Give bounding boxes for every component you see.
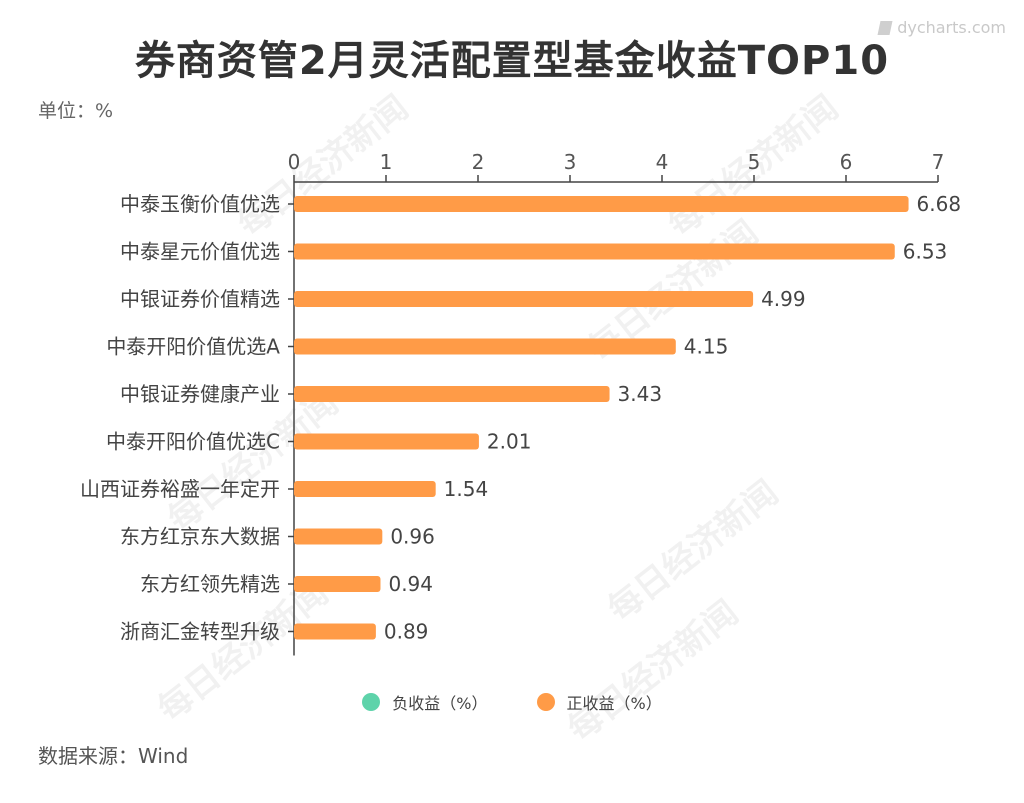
- bars-layer: 6.68 6.53 4.99 4.15 3.43 2.01 1.54 0.96 0.94 0.89: [294, 192, 961, 644]
- category-label: 中泰开阳价值优选C: [106, 430, 280, 454]
- data-label: 3.43: [618, 382, 663, 406]
- legend: 负收益（%） 正收益（%）: [0, 690, 1024, 715]
- category-label: 东方红领先精选: [140, 572, 280, 596]
- category-label: 中银证券健康产业: [120, 382, 280, 406]
- bar: [294, 243, 895, 260]
- x-tick-label: 1: [380, 150, 393, 174]
- brand-text: dycharts.com: [897, 18, 1006, 37]
- bar: [294, 433, 479, 450]
- legend-dot-positive: [536, 693, 555, 711]
- x-tick-label: 5: [748, 150, 761, 174]
- watermark-text: 每日经济新闻: [161, 383, 346, 540]
- chart-title: 券商资管2月灵活配置型基金收益TOP10: [134, 38, 890, 84]
- x-tick-label: 7: [932, 150, 945, 174]
- category-label: 中泰玉衡价值优选: [120, 192, 280, 216]
- x-axis: 0 1 2 3 4 5 6 7 中泰玉衡价值优选中泰星元价值优选中银证券价值精选中泰开阳价值优选…: [80, 150, 944, 656]
- data-label: 4.15: [684, 335, 729, 359]
- brand-watermark: dycharts.com: [877, 18, 1006, 37]
- bar: [294, 291, 754, 307]
- x-tick-label: 0: [288, 150, 301, 174]
- legend-label-positive: 正收益（%）: [566, 694, 662, 713]
- category-label: 中泰星元价值优选: [120, 240, 280, 264]
- category-label: 东方红京东大数据: [120, 525, 280, 549]
- legend-dot-negative: [362, 693, 381, 711]
- data-label: 0.96: [390, 525, 435, 549]
- unit-label: 单位：%: [38, 100, 114, 122]
- data-label: 6.53: [903, 240, 948, 264]
- category-label: 山西证券裕盛一年定开: [80, 477, 280, 501]
- x-tick-label: 6: [840, 150, 853, 174]
- data-label: 0.89: [384, 620, 429, 644]
- x-tick-label: 4: [656, 150, 669, 174]
- x-tick-label: 3: [564, 150, 577, 174]
- data-label: 0.94: [388, 572, 433, 596]
- x-tick-label: 2: [472, 150, 485, 174]
- data-label: 1.54: [444, 477, 489, 501]
- bar: [294, 576, 381, 592]
- data-source: 数据来源：Wind: [38, 744, 189, 768]
- legend-item-positive[interactable]: 正收益（%）: [536, 690, 662, 714]
- category-label: 中泰开阳价值优选A: [106, 335, 280, 359]
- bar: [294, 338, 676, 355]
- bar: [294, 196, 909, 212]
- bar: [294, 386, 610, 402]
- data-label: 2.01: [487, 430, 532, 454]
- legend-item-negative[interactable]: 负收益（%）: [362, 690, 487, 714]
- watermark-text: 每日经济新闻: [601, 473, 786, 630]
- category-label: 中银证券价值精选: [120, 287, 280, 311]
- data-label: 4.99: [761, 287, 806, 311]
- bar: [294, 623, 376, 640]
- category-label: 浙商汇金转型升级: [120, 620, 280, 644]
- watermark-text: 每日经济新闻: [561, 593, 746, 750]
- data-label: 6.68: [917, 192, 962, 216]
- bar: [294, 481, 436, 497]
- legend-label-negative: 负收益（%）: [392, 694, 488, 713]
- bar: [294, 528, 383, 545]
